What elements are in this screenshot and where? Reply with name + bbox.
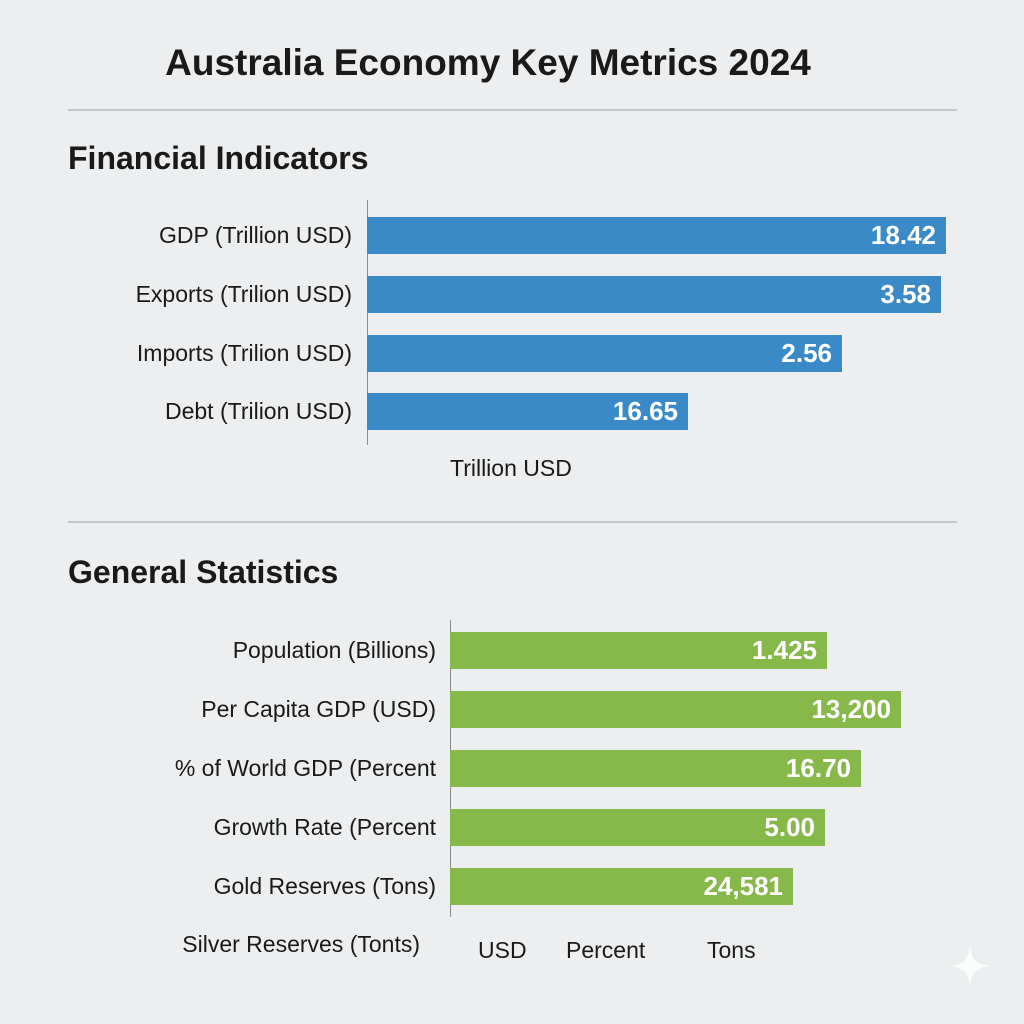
unit-label-usd: USD <box>478 937 527 963</box>
unit-label-tons: Tons <box>707 937 756 963</box>
financial-axis <box>367 200 368 445</box>
financial-bar: 16.65 <box>367 393 688 430</box>
data-label: 13,200 <box>811 694 891 724</box>
category-label: Growth Rate (Percent <box>213 814 436 840</box>
general-bar: 1.425 <box>450 632 827 669</box>
data-label: 16.70 <box>785 753 851 783</box>
general-bar: 5.00 <box>450 809 825 846</box>
data-label: 3.58 <box>880 279 931 309</box>
financial-bar: 3.58 <box>367 276 941 313</box>
data-label: 2.56 <box>781 338 832 368</box>
unit-label-percent: Percent <box>566 937 646 963</box>
data-label: 18.42 <box>870 220 936 250</box>
section-title-financial: Financial Indicators <box>68 140 369 176</box>
section-title-general: General Statistics <box>68 554 339 590</box>
category-label: Debt (Trilion USD) <box>164 398 352 424</box>
financial-bar: 18.42 <box>367 217 946 254</box>
financial-bar: 2.56 <box>367 335 842 372</box>
category-label: Imports (Trilion USD) <box>136 340 352 366</box>
divider <box>68 109 957 111</box>
category-label: % of World GDP (Percent <box>174 755 436 781</box>
category-label: Exports (Trilion USD) <box>135 281 352 307</box>
page-title: Australia Economy Key Metrics 2024 <box>165 42 811 83</box>
divider <box>68 521 957 523</box>
category-label: GDP (Trillion USD) <box>159 222 352 248</box>
general-bar: 16.70 <box>450 750 861 787</box>
category-label: Population (Billions) <box>232 637 436 663</box>
data-label: 5.00 <box>764 812 815 842</box>
category-label: Per Capita GDP (USD) <box>201 696 436 722</box>
data-label: 24,581 <box>703 871 783 901</box>
general-bar: 24,581 <box>450 868 793 905</box>
category-label: Gold Reserves (Tons) <box>213 873 436 899</box>
sparkle-icon <box>950 946 990 986</box>
data-label: 1.425 <box>751 635 817 665</box>
general-bar: 13,200 <box>450 691 901 728</box>
category-label-silver-reserves: Silver Reserves (Tonts) <box>182 931 420 957</box>
financial-x-axis-label: Trillion USD <box>450 455 572 481</box>
data-label: 16.65 <box>612 396 678 426</box>
